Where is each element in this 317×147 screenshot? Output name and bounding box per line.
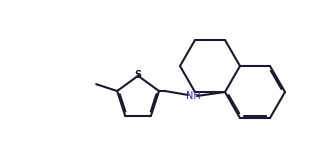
Text: NH: NH [186,91,200,101]
Text: S: S [134,70,142,80]
